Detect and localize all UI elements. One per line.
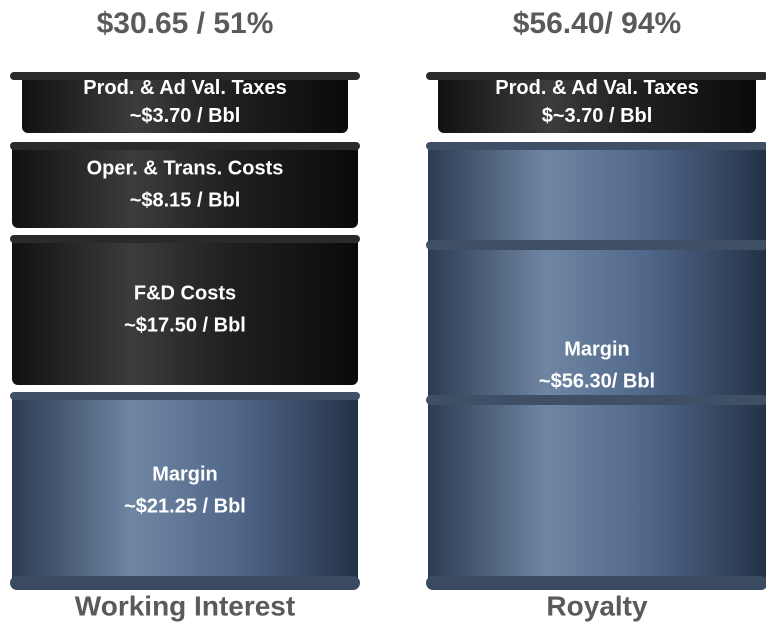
barrel-rim [10,72,360,80]
barrel-rib [426,240,766,250]
segment-name: F&D Costs [134,282,236,304]
segment-value: ~$56.30/ Bbl [539,370,655,392]
barrel-rim [10,392,360,400]
barrel-label: Royalty [546,590,648,621]
barrel-segment [438,72,756,133]
barrel-segment [22,72,348,133]
segment-name: Prod. & Ad Val. Taxes [83,77,286,99]
headline: $56.40/ 94% [513,7,681,40]
segment-value: ~$21.25 / Bbl [124,495,246,517]
barrel-label: Working Interest [75,590,295,621]
barrel-base-rim [10,576,360,590]
segment-value: ~$8.15 / Bbl [130,189,241,211]
barrel-segment [12,235,358,385]
barrel-segment [428,142,766,590]
barrel-rim [426,72,766,80]
barrel-rim [10,142,360,150]
segment-value: ~$3.70 / Bbl [130,105,241,127]
segment-name: Prod. & Ad Val. Taxes [495,77,698,99]
barrels: $30.65 / 51% Prod. & Ad Val. Taxes ~$3.70 … [10,7,766,621]
segment-value: $~3.70 / Bbl [542,105,653,127]
segment-value: ~$17.50 / Bbl [124,314,246,336]
barrel-rib [426,395,766,405]
segment-name: Oper. & Trans. Costs [87,157,284,179]
segment-name: Margin [152,463,218,485]
barrel-rim [10,235,360,243]
headline: $30.65 / 51% [97,7,274,40]
barrel-rim [426,142,766,150]
barrel-base-rim [426,576,766,590]
barrel-segment [12,142,358,228]
segment-name: Margin [564,338,630,360]
barrel-segment [12,392,358,590]
